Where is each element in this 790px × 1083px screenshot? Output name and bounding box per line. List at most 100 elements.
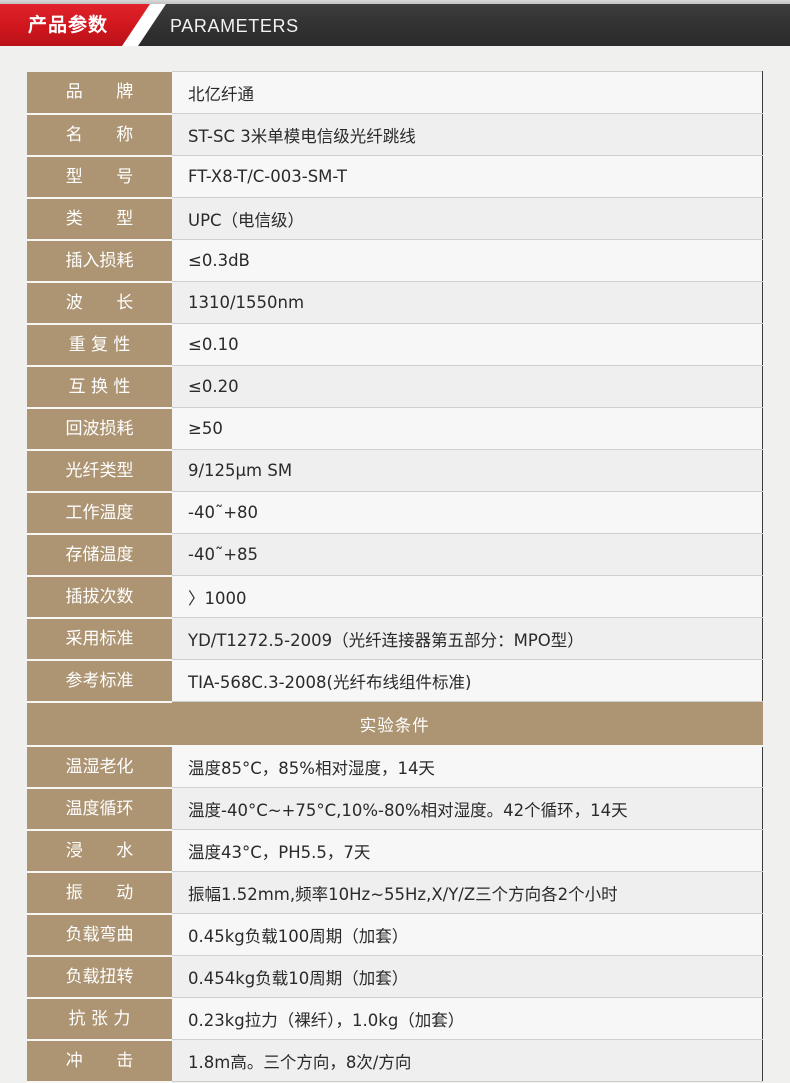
row-label-text: 浸 水 (65, 840, 148, 861)
row-label-text: 互 换 性 (68, 376, 131, 397)
row-value-cell: UPC（电信级） (172, 197, 763, 240)
table-row: 抗 张 力 0.23kg拉力（裸纤），1.0kg（加套） (27, 997, 763, 1041)
table-row: 浸 水 温度43°C，PH5.5，7天 (27, 829, 763, 873)
row-value-cell: 振幅1.52mm,频率10Hz~55Hz,X/Y/Z三个方向各2个小时 (172, 871, 763, 914)
parameters-table-body: 品 牌 北亿纤通名 称 ST-SC 3米单模电信级光纤跳线型 号 FT-X8-T/C-… (27, 71, 763, 1083)
row-label-cell: 温度循环 (27, 787, 172, 831)
row-value-cell: TIA-568C.3-2008(光纤布线组件标准) (172, 659, 763, 702)
row-label-text: 冲 击 (65, 1050, 148, 1071)
table-row: 温度循环 温度-40°C~+75°C,10%-80%相对湿度。42个循环，14天 (27, 787, 763, 831)
row-label-cell: 抗 张 力 (27, 997, 172, 1041)
row-label-text: 负载弯曲 (65, 924, 134, 945)
row-label-cell: 重 复 性 (27, 323, 172, 367)
row-value-cell: 〉1000 (172, 575, 763, 618)
row-value-cell: 1310/1550nm (172, 281, 763, 324)
table-row: 品 牌 北亿纤通 (27, 71, 763, 115)
row-value-cell: 温度-40°C~+75°C,10%-80%相对湿度。42个循环，14天 (172, 787, 763, 830)
row-label-cell: 参考标准 (27, 659, 172, 703)
row-value-cell: 1.8m高。三个方向，8次/方向 (172, 1039, 763, 1082)
table-row: 负载扭转 0.454kg负载10周期（加套） (27, 955, 763, 999)
row-value-cell: 温度43°C，PH5.5，7天 (172, 829, 763, 872)
row-label-cell: 负载弯曲 (27, 913, 172, 957)
row-value-cell: -40˜+85 (172, 533, 763, 576)
banner-title-cn: 产品参数 (28, 14, 109, 36)
row-label-cell: 互 换 性 (27, 365, 172, 409)
section-banner: 产品参数 PARAMETERS (0, 4, 790, 46)
row-label-text: 存储温度 (65, 544, 134, 565)
row-label-text: 品 牌 (65, 82, 148, 102)
row-label-text: 光纤类型 (65, 460, 134, 481)
row-label-cell: 型 号 (27, 155, 172, 199)
row-value-cell: ≥50 (172, 407, 763, 450)
table-row: 回波损耗 ≥50 (27, 407, 763, 451)
row-label-cell: 插入损耗 (27, 239, 172, 283)
row-value-cell: 0.45kg负载100周期（加套） (172, 913, 763, 956)
row-label-cell: 类 型 (27, 197, 172, 241)
row-value-cell: 9/125μm SM (172, 449, 763, 492)
row-label-cell: 浸 水 (27, 829, 172, 873)
row-value-cell: ≤0.10 (172, 323, 763, 366)
table-row: 振 动 振幅1.52mm,频率10Hz~55Hz,X/Y/Z三个方向各2个小时 (27, 871, 763, 915)
row-value-cell: -40˜+80 (172, 491, 763, 534)
table-row: 冲 击 1.8m高。三个方向，8次/方向 (27, 1039, 763, 1083)
table-row: 温湿老化 温度85°C，85%相对湿度，14天 (27, 745, 763, 789)
row-label-cell: 插拔次数 (27, 575, 172, 619)
row-label-cell: 名 称 (27, 113, 172, 157)
row-value-cell: ≤0.3dB (172, 239, 763, 282)
table-row: 采用标准 YD/T1272.5-2009（光纤连接器第五部分：MPO型） (27, 617, 763, 661)
row-value-cell: 温度85°C，85%相对湿度，14天 (172, 745, 763, 788)
row-label-cell: 冲 击 (27, 1039, 172, 1083)
row-value-cell: ≤0.20 (172, 365, 763, 408)
row-label-text: 名 称 (65, 124, 148, 145)
row-label-text: 插拔次数 (65, 586, 134, 607)
table-row: 类 型 UPC（电信级） (27, 197, 763, 241)
row-label-cell: 存储温度 (27, 533, 172, 577)
row-label-text: 波 长 (65, 292, 148, 313)
row-label-cell: 光纤类型 (27, 449, 172, 493)
row-label-text: 负载扭转 (65, 966, 134, 987)
row-label-cell: 工作温度 (27, 491, 172, 535)
row-label-cell: 品 牌 (27, 71, 172, 115)
table-row: 存储温度 -40˜+85 (27, 533, 763, 577)
row-label-text: 温湿老化 (65, 756, 134, 777)
table-row: 工作温度 -40˜+80 (27, 491, 763, 535)
section-header-title: 实验条件 (27, 701, 763, 747)
row-label-cell: 振 动 (27, 871, 172, 915)
row-value-cell: ST-SC 3米单模电信级光纤跳线 (172, 113, 763, 156)
row-value-cell: 0.23kg拉力（裸纤），1.0kg（加套） (172, 997, 763, 1040)
table-row: 名 称 ST-SC 3米单模电信级光纤跳线 (27, 113, 763, 157)
row-label-cell: 回波损耗 (27, 407, 172, 451)
row-value-cell: FT-X8-T/C-003-SM-T (172, 155, 763, 198)
table-row: 光纤类型 9/125μm SM (27, 449, 763, 493)
table-row: 波 长 1310/1550nm (27, 281, 763, 325)
parameters-table: 品 牌 北亿纤通名 称 ST-SC 3米单模电信级光纤跳线型 号 FT-X8-T/C-… (27, 71, 763, 1083)
row-label-text: 抗 张 力 (68, 1008, 131, 1029)
row-label-text: 型 号 (65, 166, 148, 187)
row-label-text: 参考标准 (65, 670, 134, 691)
banner-title-en: PARAMETERS (170, 16, 299, 36)
row-label-text: 插入损耗 (65, 250, 134, 271)
row-label-cell: 负载扭转 (27, 955, 172, 999)
table-row: 重 复 性 ≤0.10 (27, 323, 763, 367)
row-value-cell: 0.454kg负载10周期（加套） (172, 955, 763, 998)
top-strip (0, 0, 790, 5)
row-value-cell: 北亿纤通 (172, 71, 763, 114)
row-label-text: 类 型 (65, 208, 148, 229)
row-value-cell: YD/T1272.5-2009（光纤连接器第五部分：MPO型） (172, 617, 763, 660)
row-label-cell: 采用标准 (27, 617, 172, 661)
row-label-text: 工作温度 (65, 502, 134, 523)
table-row: 互 换 性 ≤0.20 (27, 365, 763, 409)
table-row: 负载弯曲 0.45kg负载100周期（加套） (27, 913, 763, 957)
row-label-cell: 波 长 (27, 281, 172, 325)
table-row: 参考标准 TIA-568C.3-2008(光纤布线组件标准) (27, 659, 763, 703)
section-header-row: 实验条件 (27, 701, 763, 747)
row-label-text: 重 复 性 (68, 334, 131, 355)
row-label-text: 回波损耗 (65, 418, 134, 439)
row-label-text: 振 动 (65, 882, 148, 903)
table-row: 型 号 FT-X8-T/C-003-SM-T (27, 155, 763, 199)
table-row: 插拔次数 〉1000 (27, 575, 763, 619)
row-label-text: 温度循环 (65, 798, 134, 819)
table-row: 插入损耗 ≤0.3dB (27, 239, 763, 283)
row-label-cell: 温湿老化 (27, 745, 172, 789)
row-label-text: 采用标准 (65, 628, 134, 649)
